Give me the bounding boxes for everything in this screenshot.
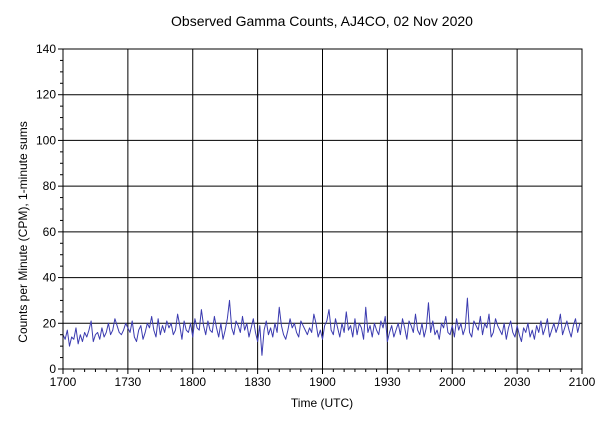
y-tick-label: 120	[36, 88, 56, 102]
x-tick-label: 1830	[244, 375, 271, 389]
y-tick-label: 20	[43, 316, 57, 330]
series-group	[62, 297, 581, 356]
x-tick-label: 1700	[50, 375, 77, 389]
x-tick-label: 1900	[309, 375, 336, 389]
y-ticks: 0 20 40 60 80 100 120 140	[36, 42, 63, 376]
y-tick-label: 80	[43, 179, 57, 193]
x-tick-label: 2100	[569, 375, 596, 389]
y-tick-label: 100	[36, 133, 56, 147]
y-axis-label: Counts per Minute (CPM), 1-minute sums	[16, 121, 30, 342]
x-ticks: 1700 1730 1800 1830 1900 1930 2000 2030 2100	[50, 369, 596, 389]
y-tick-label: 60	[43, 225, 57, 239]
x-tick-label: 2030	[504, 375, 531, 389]
y-tick-label: 40	[43, 271, 57, 285]
grid-lines	[63, 49, 582, 369]
chart-title: Observed Gamma Counts, AJ4CO, 02 Nov 202…	[171, 13, 473, 29]
x-tick-label: 1930	[374, 375, 401, 389]
series-line	[62, 297, 581, 356]
x-tick-label: 1800	[179, 375, 206, 389]
y-tick-label: 140	[36, 42, 56, 56]
x-tick-label: 2000	[439, 375, 466, 389]
x-tick-label: 1730	[115, 375, 142, 389]
y-tick-label: 0	[49, 362, 56, 376]
x-axis-label: Time (UTC)	[291, 396, 353, 410]
